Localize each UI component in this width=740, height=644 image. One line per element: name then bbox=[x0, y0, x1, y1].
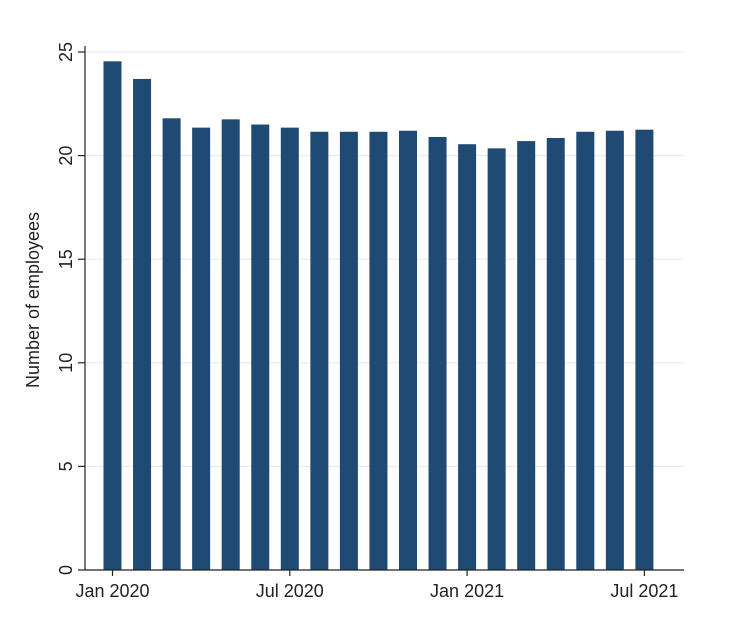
bar-2020-03 bbox=[162, 118, 181, 570]
bar-2020-06 bbox=[251, 124, 270, 571]
bar-2020-10 bbox=[369, 131, 388, 570]
bar-2020-11 bbox=[399, 130, 417, 570]
bar-2021-05 bbox=[576, 131, 595, 570]
bar-2021-03 bbox=[517, 141, 536, 570]
bar-2021-07 bbox=[635, 129, 654, 570]
y-axis-title: Number of employees bbox=[23, 212, 43, 388]
y-tick-label-20: 20 bbox=[56, 146, 76, 166]
bar-2020-04 bbox=[192, 127, 211, 571]
x-tick-label-2020-07: Jul 2020 bbox=[256, 581, 324, 601]
y-tick-label-5: 5 bbox=[56, 461, 76, 471]
bars bbox=[103, 61, 654, 571]
bar-2020-01 bbox=[103, 61, 122, 570]
y-tick-label-25: 25 bbox=[56, 42, 76, 62]
x-tick-label-2021-07: Jul 2021 bbox=[610, 581, 678, 601]
bar-2020-02 bbox=[133, 78, 152, 570]
y-tick-label-10: 10 bbox=[56, 353, 76, 373]
tick-labels: 0 5 10 15 20 25 Jan 2020 Jul 2020 Jan 2021 Jul 20… bbox=[56, 42, 678, 601]
bar-2021-04 bbox=[546, 137, 565, 570]
bar-2021-01 bbox=[458, 144, 477, 571]
bar-2020-08 bbox=[310, 131, 329, 570]
x-tick-label-2020-01: Jan 2020 bbox=[75, 581, 149, 601]
axes bbox=[78, 46, 684, 576]
bar-2020-09 bbox=[339, 131, 358, 570]
x-tick-label-2021-01: Jan 2021 bbox=[430, 581, 504, 601]
y-tick-label-0: 0 bbox=[56, 565, 76, 575]
bar-2020-12 bbox=[428, 136, 447, 570]
bar-2020-05 bbox=[221, 119, 240, 570]
bar-2021-02 bbox=[487, 148, 506, 570]
bar-2020-07 bbox=[280, 127, 299, 571]
bar-2021-06 bbox=[605, 130, 624, 570]
y-tick-label-15: 15 bbox=[56, 249, 76, 269]
